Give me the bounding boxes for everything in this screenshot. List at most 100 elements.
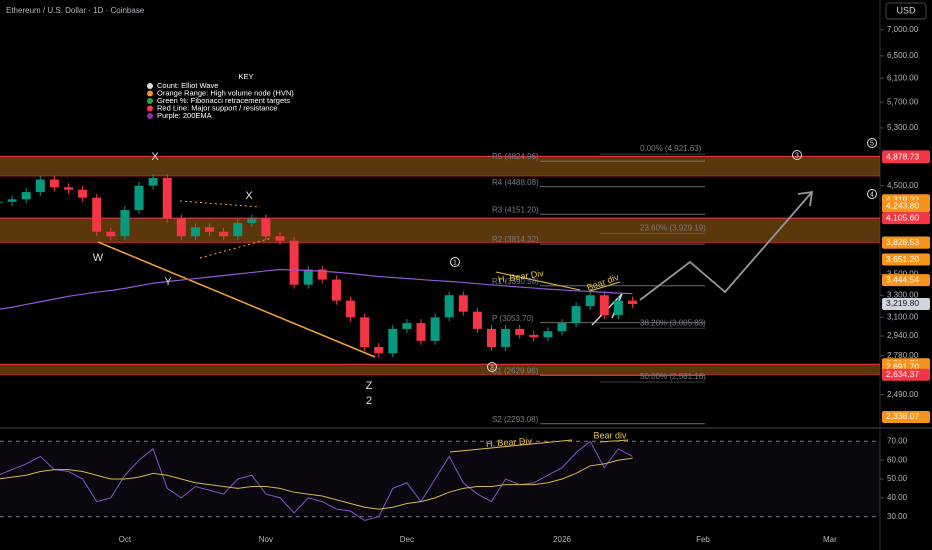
candle [261, 218, 271, 237]
hvn-zone [0, 156, 880, 177]
candle [289, 240, 299, 285]
candle [219, 231, 229, 237]
pivot-label: S1 (2629.96) [492, 367, 539, 376]
currency-box[interactable] [885, 2, 927, 20]
x-tick-label: Oct [119, 535, 132, 544]
annotation: Bear div [593, 430, 627, 440]
candle [78, 189, 88, 198]
key-dot [147, 105, 153, 112]
pivot-label: R2 (3814.32) [492, 235, 539, 244]
price-label-box [882, 236, 930, 249]
price-label: 2,691.70 [886, 361, 919, 371]
candle [444, 295, 454, 318]
candle [275, 236, 285, 241]
rsi-band [0, 441, 880, 517]
y-tick-label: 2,780.00 [887, 351, 919, 360]
fib-label: 50.00% (2,581.16) [640, 372, 706, 381]
hvn-zone [0, 218, 880, 243]
annotation: W [93, 252, 104, 264]
rsi-tick-label: 50.00 [887, 474, 908, 483]
candle [134, 185, 144, 211]
annotation: H. Bear Div [486, 436, 533, 449]
candle [472, 311, 482, 329]
divergence-line [495, 271, 581, 291]
rsi-tick-label: 30.00 [887, 512, 908, 521]
price-label: 3,828.53 [886, 237, 919, 247]
price-label-box [882, 297, 930, 310]
price-label: 4,319.22 [886, 194, 919, 204]
pivot-label: R5 (4824.96) [492, 152, 539, 161]
candle [628, 300, 637, 304]
candle [430, 317, 440, 341]
y-tick-label: 3,100.00 [887, 312, 919, 321]
key-dot [147, 83, 153, 89]
price-label-box [882, 212, 930, 225]
candle [233, 222, 243, 237]
annotation: 2 [366, 395, 372, 407]
price-label: 3,651.20 [886, 254, 919, 264]
candle [613, 300, 623, 316]
candle [458, 295, 468, 312]
key-dot [147, 113, 153, 119]
fib-label: 38.20% (3,005.83) [640, 318, 706, 327]
candle [360, 317, 370, 348]
y-tick-label: 3,300.00 [887, 290, 919, 299]
y-tick-label: 6,500.00 [887, 51, 919, 60]
rsi-tick-label: 70.00 [887, 436, 908, 445]
candle [106, 231, 116, 237]
candle [543, 331, 553, 338]
key-dot [147, 98, 153, 104]
price-label: 2,634.37 [886, 369, 919, 379]
ema-line [0, 268, 633, 310]
pivot-label: S2 (2293.08) [492, 415, 539, 424]
candle [162, 177, 172, 219]
rsi-tick-label: 40.00 [887, 493, 908, 502]
wave-circle [792, 150, 802, 160]
price-label-box [882, 410, 930, 423]
wave-label: 1 [453, 259, 457, 266]
triangle-top [179, 200, 261, 208]
divergence-line [589, 281, 621, 292]
price-label-box [882, 200, 930, 213]
price-label: 3,444.54 [886, 274, 919, 284]
candle [487, 328, 496, 348]
rsi-divergence-line [599, 439, 629, 443]
wave-label: 3 [795, 152, 799, 159]
candle [331, 279, 341, 301]
wave-label: 4 [870, 191, 874, 198]
wave-circle [867, 189, 877, 199]
x-tick-label: Nov [259, 535, 273, 544]
price-label: 4,243.80 [886, 201, 919, 211]
candle [374, 347, 384, 354]
rsi-ma-line [0, 457, 633, 510]
y-tick-label: 2,490.00 [887, 390, 919, 399]
price-label-box [882, 253, 930, 266]
candle [7, 199, 17, 202]
price-label-box [882, 368, 930, 381]
key-item: Purple: 200EMA [157, 111, 212, 120]
candle [599, 295, 609, 316]
candle [402, 323, 412, 329]
x-tick-label: Mar [823, 535, 837, 544]
hvn-zone [0, 364, 880, 375]
candle [515, 328, 525, 335]
candle [416, 323, 426, 341]
candle [303, 269, 313, 285]
candle [148, 177, 158, 186]
rsi-tick-label: 60.00 [887, 455, 908, 464]
y-tick-label: 7,000.00 [887, 25, 919, 34]
candle [49, 179, 59, 188]
y-tick-label: 5,300.00 [887, 123, 919, 132]
candle [388, 328, 398, 354]
candle [571, 306, 581, 324]
currency[interactable]: USD [896, 5, 916, 15]
candle [35, 179, 45, 193]
price-label-box [882, 274, 930, 287]
fib-label: 23.60% (3,929.19) [640, 224, 706, 233]
trend-line [97, 241, 376, 358]
candle [585, 295, 595, 307]
y-tick-label: 6,100.00 [887, 73, 919, 82]
annotation: Y [164, 276, 172, 288]
